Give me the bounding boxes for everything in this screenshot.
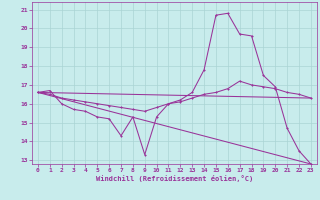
X-axis label: Windchill (Refroidissement éolien,°C): Windchill (Refroidissement éolien,°C) [96,175,253,182]
